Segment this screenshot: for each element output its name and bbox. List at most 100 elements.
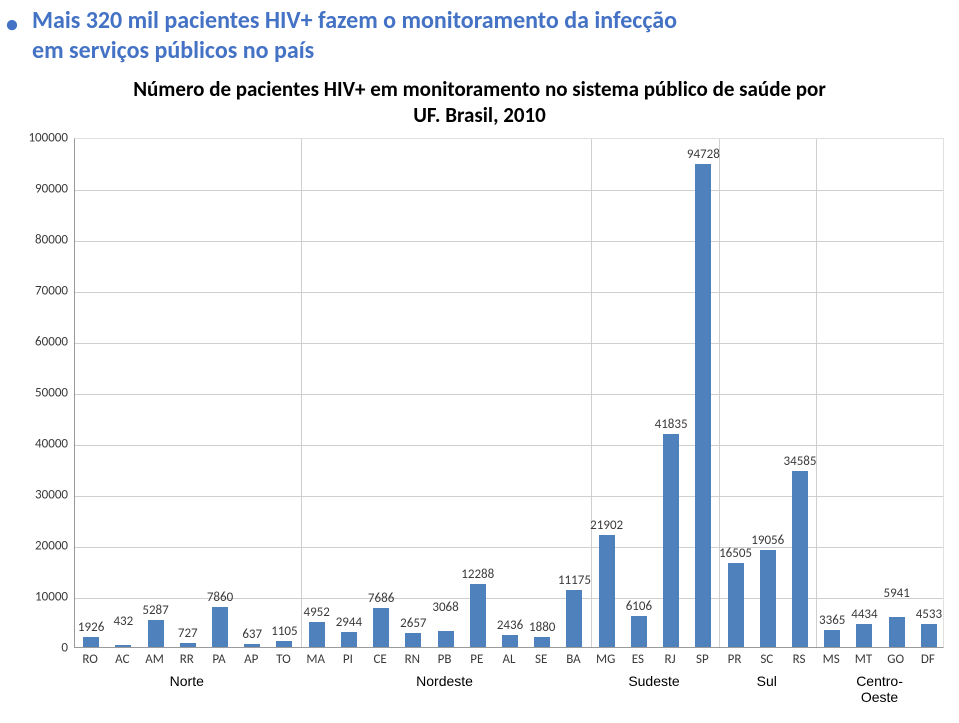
region-label: Nordeste xyxy=(416,673,473,689)
x-tick-label: ES xyxy=(632,652,644,667)
x-tick-label: PI xyxy=(343,652,353,667)
gridline-h xyxy=(75,343,943,344)
gridline-h xyxy=(75,547,943,548)
x-tick-label: SE xyxy=(535,652,547,667)
gridline-h xyxy=(75,445,943,446)
gridline-h xyxy=(75,190,943,191)
gridline-h xyxy=(75,496,943,497)
bar-value-label: 727 xyxy=(178,626,198,641)
bar-value-label: 7860 xyxy=(207,590,233,605)
bar-value-label: 21902 xyxy=(590,518,623,533)
x-tick-label: RJ xyxy=(665,652,676,667)
region-label: Centro-Oeste xyxy=(845,673,914,705)
x-tick-label: PA xyxy=(212,652,225,667)
bar xyxy=(663,434,679,647)
x-tick-label: PE xyxy=(470,652,483,667)
bar xyxy=(534,637,550,647)
bar-value-label: 637 xyxy=(242,627,262,642)
x-tick-label: MG xyxy=(596,652,615,667)
y-tick-label: 40000 xyxy=(10,437,68,452)
bar-value-label: 12288 xyxy=(461,567,494,582)
bar-value-label: 4434 xyxy=(851,607,877,622)
x-tick-label: AC xyxy=(115,652,129,667)
plot-region: 1926432528772778606371105495229447686265… xyxy=(74,138,944,648)
bar xyxy=(276,641,292,647)
x-tick-label: CE xyxy=(373,652,386,667)
bar-value-label: 432 xyxy=(113,614,133,629)
bullet-icon: • xyxy=(6,10,18,40)
gridline-v xyxy=(591,139,592,647)
y-tick-label: 0 xyxy=(10,641,68,656)
bar-value-label: 11175 xyxy=(558,573,591,588)
x-tick-label: TO xyxy=(276,652,291,667)
bar xyxy=(470,584,486,647)
bar xyxy=(695,164,711,647)
bar xyxy=(341,632,357,647)
bar xyxy=(212,607,228,647)
bar xyxy=(115,645,131,647)
x-tick-label: MA xyxy=(306,652,325,667)
bar-value-label: 16505 xyxy=(719,546,752,561)
chart-title-line1: Número de pacientes HIV+ em monitorament… xyxy=(133,76,826,102)
chart-area: 1926432528772778606371105495229447686265… xyxy=(10,138,949,698)
gridline-v xyxy=(719,139,720,647)
bar-value-label: 2944 xyxy=(336,615,362,630)
bar xyxy=(309,622,325,647)
header-line2: em serviços públicos no país xyxy=(32,36,314,66)
bar-value-label: 3365 xyxy=(819,613,845,628)
bar xyxy=(792,471,808,647)
gridline-h xyxy=(75,394,943,395)
slide-header: • Mais 320 mil pacientes HIV+ fazem o mo… xyxy=(24,6,935,66)
bar-value-label: 2436 xyxy=(497,618,523,633)
region-label: Norte xyxy=(170,673,204,689)
region-label: Sudeste xyxy=(628,673,679,689)
gridline-v xyxy=(816,139,817,647)
x-tick-label: SC xyxy=(760,652,773,667)
y-tick-label: 70000 xyxy=(10,284,68,299)
bar-value-label: 5287 xyxy=(142,603,168,618)
bar-value-label: 4533 xyxy=(916,607,942,622)
bar xyxy=(148,620,164,647)
bar-value-label: 41835 xyxy=(655,417,688,432)
bar xyxy=(244,644,260,647)
x-tick-label: RN xyxy=(405,652,420,667)
header-line1: Mais 320 mil pacientes HIV+ fazem o moni… xyxy=(32,6,677,36)
x-tick-label: MS xyxy=(823,652,840,667)
bar xyxy=(856,624,872,647)
bar-value-label: 2657 xyxy=(400,616,426,631)
y-tick-label: 80000 xyxy=(10,233,68,248)
bar-value-label: 7686 xyxy=(368,591,394,606)
y-tick-label: 20000 xyxy=(10,539,68,554)
bar xyxy=(502,635,518,647)
bar-value-label: 5941 xyxy=(883,586,909,601)
x-tick-label: PR xyxy=(728,652,742,667)
gridline-v xyxy=(301,139,302,647)
bar-value-label: 3068 xyxy=(432,600,458,615)
bar xyxy=(438,631,454,647)
y-tick-label: 60000 xyxy=(10,335,68,350)
bar-value-label: 94728 xyxy=(687,147,720,162)
y-tick-label: 90000 xyxy=(10,182,68,197)
bar xyxy=(180,643,196,647)
bar xyxy=(405,633,421,647)
bar xyxy=(824,630,840,647)
chart-title-line2: UF. Brasil, 2010 xyxy=(413,102,546,128)
chart-title: Número de pacientes HIV+ em monitorament… xyxy=(90,76,869,129)
bar xyxy=(599,535,615,647)
y-tick-label: 100000 xyxy=(10,131,68,146)
x-tick-label: RS xyxy=(793,652,806,667)
bar xyxy=(373,608,389,647)
bar-value-label: 1926 xyxy=(78,620,104,635)
bar xyxy=(728,563,744,647)
x-tick-label: RO xyxy=(82,652,98,667)
bar xyxy=(889,617,905,647)
x-tick-label: AL xyxy=(503,652,516,667)
bar-value-label: 6106 xyxy=(626,599,652,614)
gridline-h xyxy=(75,241,943,242)
bar xyxy=(83,637,99,647)
x-tick-label: GO xyxy=(887,652,904,667)
y-tick-label: 10000 xyxy=(10,590,68,605)
bar-value-label: 1105 xyxy=(271,624,297,639)
x-tick-label: PB xyxy=(438,652,452,667)
bar-value-label: 19056 xyxy=(751,533,784,548)
